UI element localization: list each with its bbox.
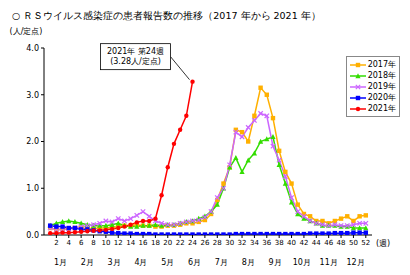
svg-text:36: 36 [262,239,271,247]
svg-text:2.0: 2.0 [26,137,39,146]
svg-text:16: 16 [139,239,148,247]
svg-text:5月: 5月 [161,258,174,267]
svg-text:4月: 4月 [134,258,147,267]
svg-text:44: 44 [312,239,321,247]
html-text:2017年: 2017年 [367,60,396,69]
svg-text:6: 6 [79,239,84,247]
svg-text:30: 30 [225,239,234,247]
svg-text:8: 8 [91,239,95,247]
svg-text:20: 20 [163,239,172,247]
svg-text:18: 18 [151,239,160,247]
svg-text:9月: 9月 [268,258,281,267]
svg-text:6月: 6月 [188,258,201,267]
svg-text:10月: 10月 [293,258,311,267]
svg-text:24: 24 [188,239,197,247]
svg-text:42: 42 [299,239,308,247]
svg-text:4.0: 4.0 [26,44,39,53]
html-text:2021年: 2021年 [367,104,396,113]
svg-text:12: 12 [114,239,123,247]
svg-text:26: 26 [200,239,209,247]
html-text:2019年: 2019年 [367,82,396,91]
svg-text:10: 10 [101,239,110,247]
svg-text:34: 34 [250,239,259,247]
svg-text:2021年 第24週: 2021年 第24週 [107,47,164,56]
svg-text:52: 52 [361,239,370,247]
svg-text:2月: 2月 [81,258,94,267]
svg-text:12月: 12月 [346,258,364,267]
svg-text:40: 40 [287,239,296,247]
svg-text:14: 14 [126,239,135,247]
svg-text:11月: 11月 [320,258,338,267]
svg-text:(3.28人/定点): (3.28人/定点) [110,57,161,66]
svg-text:1.0: 1.0 [26,184,39,193]
svg-text:3.0: 3.0 [26,91,39,100]
svg-text:(人/定点): (人/定点) [10,27,43,36]
svg-text:0.0: 0.0 [26,231,39,240]
svg-text:28: 28 [213,239,222,247]
svg-text:32: 32 [238,239,247,247]
html-text:○ ＲＳウイルス感染症の患者報告数の推移（2017 年から: ○ ＲＳウイルス感染症の患者報告数の推移（2017 年から 2021 年） [12,10,321,21]
svg-text:50: 50 [349,239,358,247]
svg-text:46: 46 [324,239,333,247]
html-text:2020年: 2020年 [367,93,396,102]
svg-text:3月: 3月 [108,258,121,267]
svg-text:38: 38 [275,239,284,247]
svg-text:7月: 7月 [215,258,228,267]
svg-text:2: 2 [54,239,58,247]
svg-text:48: 48 [337,239,346,247]
html-text:2018年: 2018年 [367,71,396,80]
svg-text:8月: 8月 [242,258,255,267]
svg-text:4: 4 [67,239,72,247]
svg-text:1月: 1月 [54,258,67,267]
svg-text:(週): (週) [376,239,390,248]
svg-text:22: 22 [176,239,185,247]
